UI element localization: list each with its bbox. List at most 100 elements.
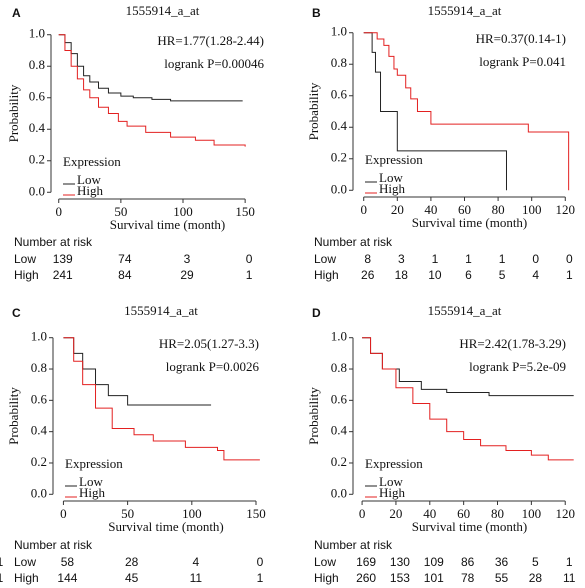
x-tick-label: 60 bbox=[458, 202, 471, 217]
risk-value: 10 bbox=[428, 268, 442, 282]
x-tick-label: 40 bbox=[424, 202, 437, 217]
x-tick-label: 100 bbox=[522, 202, 542, 217]
risk-table-title: Number at risk bbox=[14, 235, 93, 249]
risk-value: 109 bbox=[424, 555, 444, 569]
x-tick-label: 50 bbox=[114, 204, 127, 219]
x-tick-label: 0 bbox=[360, 202, 367, 217]
risk-value: 169 bbox=[356, 555, 376, 569]
y-tick-label: 0.4 bbox=[331, 423, 348, 438]
x-tick-label: 40 bbox=[423, 506, 436, 521]
y-axis-label: Probability bbox=[306, 82, 321, 140]
risk-row-name: High bbox=[14, 571, 39, 585]
risk-value: 5 bbox=[532, 555, 539, 569]
risk-value: 36 bbox=[495, 555, 509, 569]
risk-value: 28 bbox=[529, 571, 543, 585]
y-tick-label: 0.0 bbox=[331, 485, 347, 500]
risk-value: 1 bbox=[246, 268, 253, 282]
risk-value: 0 bbox=[246, 252, 253, 266]
y-tick-label: 0.8 bbox=[31, 360, 47, 375]
y-tick-label: 0.2 bbox=[331, 150, 347, 165]
x-axis-label: Survival time (month) bbox=[110, 217, 226, 232]
legend-title: Expression bbox=[365, 152, 423, 167]
logrank-annotation: logrank P=0.041 bbox=[479, 54, 566, 69]
risk-row-name: High bbox=[314, 571, 339, 585]
x-tick-label: 80 bbox=[491, 506, 504, 521]
y-tick-label: 0.6 bbox=[29, 89, 46, 104]
risk-value: 6 bbox=[465, 268, 472, 282]
risk-value: 86 bbox=[461, 555, 475, 569]
x-tick-label: 20 bbox=[391, 202, 404, 217]
x-tick-label: 0 bbox=[359, 506, 366, 521]
risk-row-name: Low bbox=[14, 555, 36, 569]
hr-annotation: HR=2.05(1.27-3.3) bbox=[159, 336, 259, 351]
panel-label: C bbox=[12, 306, 21, 320]
y-tick-label: 0.8 bbox=[331, 360, 347, 375]
chart-title: 1555914_a_at bbox=[428, 3, 502, 18]
risk-table-title: Number at risk bbox=[314, 235, 393, 249]
risk-table-title: Number at risk bbox=[314, 538, 393, 552]
chart-title: 1555914_a_at bbox=[126, 3, 200, 18]
survival-curve bbox=[363, 32, 507, 191]
chart-title: 1555914_a_at bbox=[124, 303, 198, 318]
logrank-annotation: logrank P=0.0026 bbox=[166, 359, 260, 374]
risk-value: 1 bbox=[465, 252, 472, 266]
x-tick-label: 20 bbox=[389, 506, 402, 521]
risk-value: 0 bbox=[257, 555, 264, 569]
x-tick-label: 100 bbox=[522, 506, 542, 521]
legend-label: Low bbox=[79, 474, 103, 489]
y-tick-label: 0.6 bbox=[331, 87, 348, 102]
x-tick-label: 80 bbox=[492, 202, 505, 217]
logrank-annotation: logrank P=0.00046 bbox=[164, 56, 264, 71]
legend-label: High bbox=[379, 181, 406, 196]
survival-curve bbox=[363, 32, 570, 191]
risk-value: 101 bbox=[424, 571, 444, 585]
risk-value: 11 bbox=[190, 571, 203, 585]
y-tick-label: 0.0 bbox=[31, 485, 47, 500]
risk-value: 4 bbox=[532, 268, 539, 282]
x-tick-label: 0 bbox=[60, 506, 67, 521]
y-tick-label: 0.6 bbox=[331, 391, 348, 406]
risk-value: 1 bbox=[257, 571, 264, 585]
y-tick-label: 1.0 bbox=[331, 24, 347, 39]
risk-value: 11 bbox=[563, 571, 576, 585]
survival-curve bbox=[63, 337, 260, 461]
y-axis-label: Probability bbox=[306, 387, 321, 445]
risk-value: 1 bbox=[432, 252, 439, 266]
risk-value: 241 bbox=[53, 268, 73, 282]
y-tick-label: 0.2 bbox=[31, 454, 47, 469]
y-tick-label: 0.4 bbox=[31, 423, 48, 438]
risk-value: 130 bbox=[390, 555, 410, 569]
risk-value: 29 bbox=[180, 268, 194, 282]
legend-label: Low bbox=[77, 172, 101, 187]
x-axis-label: Survival time (month) bbox=[108, 519, 224, 534]
y-tick-label: 1.0 bbox=[29, 26, 45, 41]
risk-value: 26 bbox=[361, 268, 375, 282]
legend-title: Expression bbox=[63, 154, 121, 169]
risk-value: 139 bbox=[53, 252, 73, 266]
hr-annotation: HR=0.37(0.14-1) bbox=[476, 31, 566, 46]
y-axis-label: Probability bbox=[6, 387, 21, 445]
risk-value: 1 bbox=[499, 252, 506, 266]
risk-value: 18 bbox=[395, 268, 409, 282]
risk-value: 4 bbox=[192, 555, 199, 569]
risk-value: 1 bbox=[566, 268, 573, 282]
risk-row-name: Low bbox=[14, 252, 36, 266]
legend-label: High bbox=[79, 485, 106, 500]
risk-value: 1 bbox=[0, 571, 4, 585]
y-tick-label: 0.8 bbox=[29, 57, 45, 72]
survival-curve bbox=[58, 34, 246, 147]
risk-value: 0 bbox=[566, 252, 573, 266]
logrank-annotation: logrank P=5.2e-09 bbox=[469, 359, 566, 374]
y-tick-label: 0.0 bbox=[331, 181, 347, 196]
risk-value: 144 bbox=[57, 571, 77, 585]
legend-label: Low bbox=[379, 474, 403, 489]
x-tick-label: 60 bbox=[457, 506, 470, 521]
chart-title: 1555914_a_at bbox=[428, 303, 502, 318]
x-tick-label: 150 bbox=[246, 506, 266, 521]
hr-annotation: HR=2.42(1.78-3.29) bbox=[459, 336, 566, 351]
x-tick-label: 50 bbox=[121, 506, 134, 521]
risk-value: 3 bbox=[398, 252, 405, 266]
legend-label: High bbox=[379, 485, 406, 500]
risk-value: 58 bbox=[61, 555, 75, 569]
